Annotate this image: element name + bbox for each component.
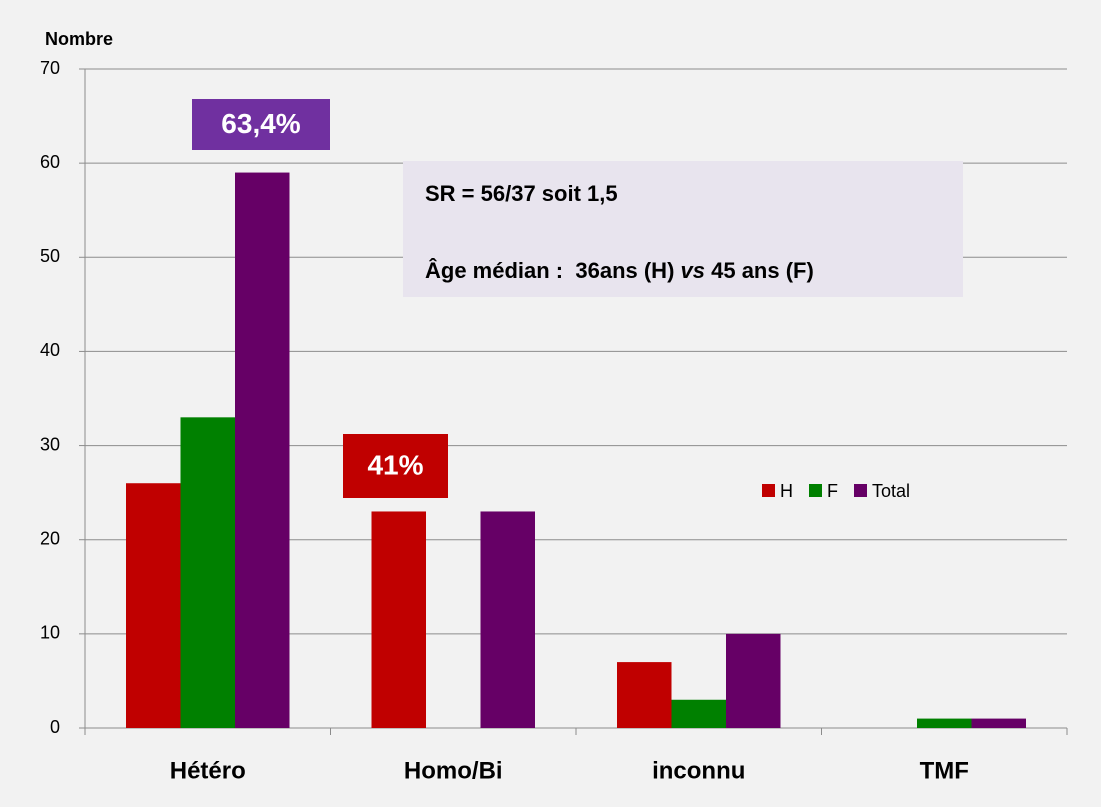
annotation-text: 63,4%	[221, 108, 300, 139]
bar	[235, 172, 290, 729]
y-tick-label: 50	[40, 246, 60, 266]
note-part: vs	[681, 258, 705, 283]
x-tick-label: inconnu	[652, 757, 745, 784]
note-line: SR = 56/37 soit 1,5	[425, 181, 618, 206]
bar	[726, 633, 781, 728]
legend-swatch	[762, 484, 775, 497]
legend-label: Total	[872, 481, 910, 501]
bar	[671, 699, 726, 728]
annotation-text: 41%	[367, 449, 423, 480]
legend-swatch	[854, 484, 867, 497]
annotation-box	[343, 434, 448, 498]
y-tick-label: 0	[50, 717, 60, 737]
x-tick-label: TMF	[920, 757, 969, 784]
note-line: Âge médian : 36ans (H) vs 45 ans (F)	[425, 258, 814, 283]
y-tick-label: 40	[40, 340, 60, 360]
bar	[971, 718, 1026, 728]
note-part: Âge médian : 36ans (H)	[425, 258, 681, 283]
annotation-box	[192, 99, 330, 150]
x-tick-label: Homo/Bi	[404, 757, 503, 784]
note-box	[403, 161, 963, 297]
x-tick-label: Hétéro	[170, 757, 246, 784]
bar	[371, 511, 426, 728]
y-tick-label: 70	[40, 58, 60, 78]
y-tick-label: 60	[40, 152, 60, 172]
bar	[917, 718, 972, 728]
legend-label: H	[780, 481, 793, 501]
y-tick-label: 30	[40, 434, 60, 454]
y-axis-label: Nombre	[45, 29, 113, 49]
y-tick-label: 20	[40, 528, 60, 548]
legend-label: F	[827, 481, 838, 501]
note-part: 45 ans (F)	[705, 258, 814, 283]
y-tick-label: 10	[40, 623, 60, 643]
bar	[480, 511, 535, 728]
legend-swatch	[809, 484, 822, 497]
bar	[180, 417, 235, 728]
bar	[126, 483, 181, 728]
bar	[617, 662, 672, 728]
